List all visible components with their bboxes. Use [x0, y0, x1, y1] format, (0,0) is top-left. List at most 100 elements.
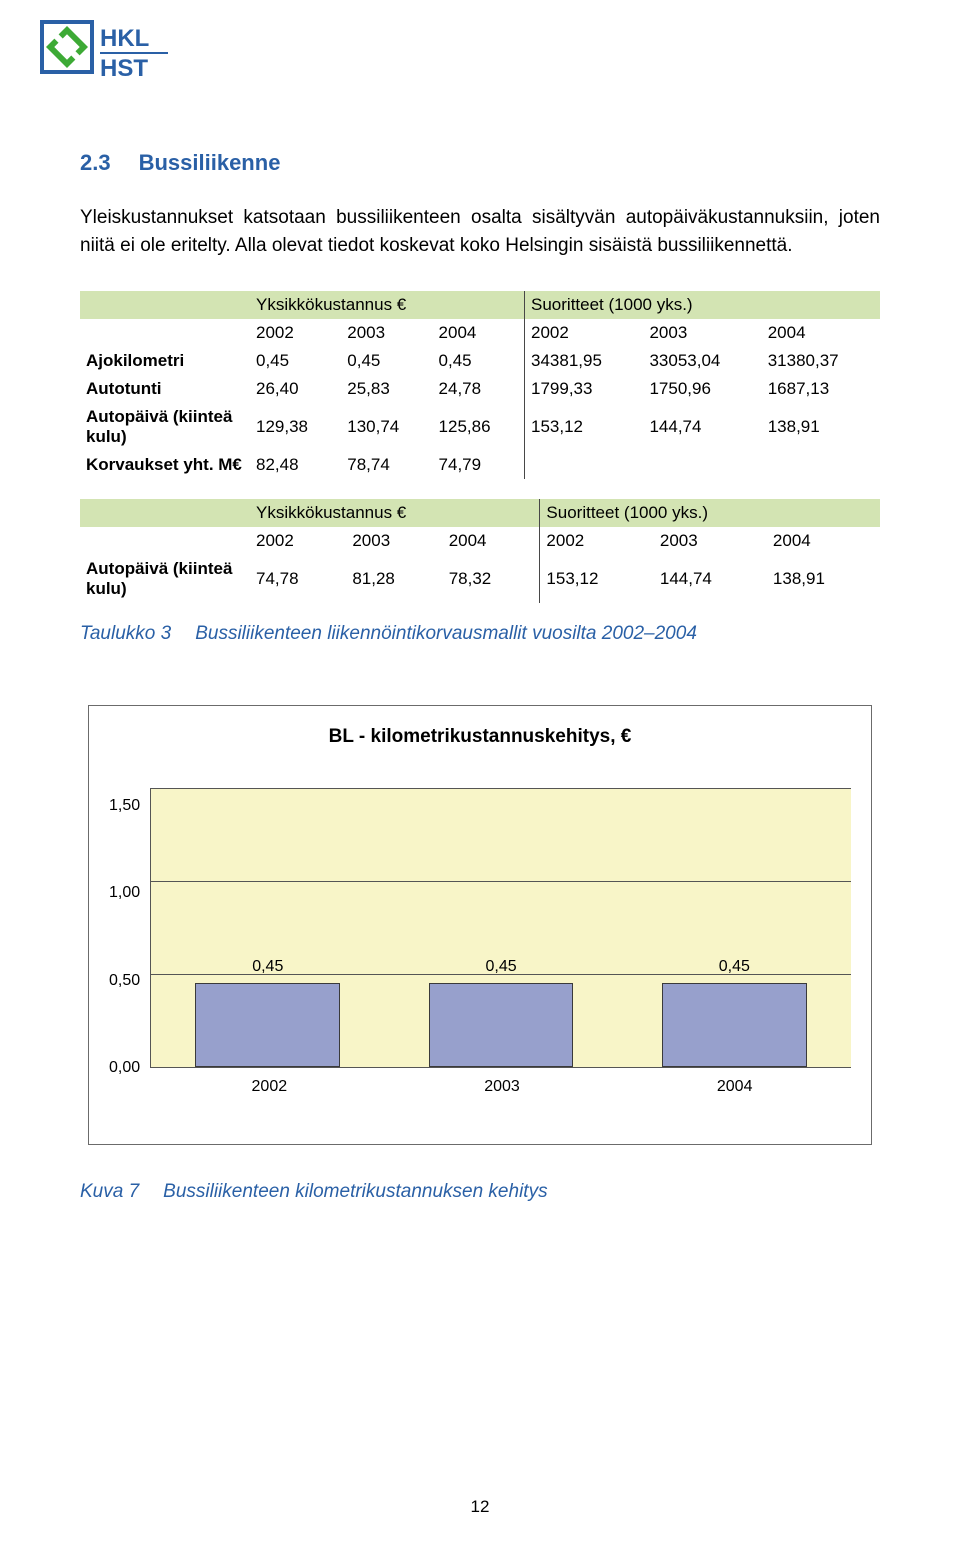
cell: 78,32 — [443, 555, 540, 603]
table-row: Korvaukset yht. M€ 82,48 78,74 74,79 — [80, 451, 880, 479]
cell — [643, 451, 761, 479]
row-label: Autopäivä (kiinteä kulu) — [80, 555, 250, 603]
cell: 0,45 — [433, 347, 525, 375]
cell: 82,48 — [250, 451, 341, 479]
cell: 31380,37 — [762, 347, 880, 375]
table-2-year: 2002 — [250, 527, 346, 555]
logo-text-top: HKL — [100, 25, 149, 52]
table-1-group-header-1: Yksikkökustannus € — [250, 291, 525, 319]
chart-caption-label: Kuva 7 — [80, 1181, 139, 1202]
table-row: Autopäivä (kiinteä kulu) 74,78 81,28 78,… — [80, 555, 880, 603]
table-caption-text: Bussiliikenteen liikennöintikorvausmalli… — [195, 623, 697, 644]
row-label: Autopäivä (kiinteä kulu) — [80, 403, 250, 451]
table-row: Autotunti 26,40 25,83 24,78 1799,33 1750… — [80, 375, 880, 403]
bar-value-label: 0,45 — [663, 958, 806, 976]
cell: 138,91 — [767, 555, 880, 603]
table-1-year: 2002 — [525, 319, 644, 347]
cell: 125,86 — [433, 403, 525, 451]
bar: 0,45 — [662, 983, 807, 1067]
table-2: Yksikkökustannus € Suoritteet (1000 yks.… — [80, 499, 880, 603]
table-2-group-header-1: Yksikkökustannus € — [250, 499, 540, 527]
table-2-blank-corner — [80, 499, 250, 527]
table-1-group-header-2: Suoritteet (1000 yks.) — [525, 291, 880, 319]
chart-plot-area: 1,50 1,00 0,50 0,00 0,45 0,45 0,45 — [109, 788, 851, 1068]
chart-y-axis: 1,50 1,00 0,50 0,00 — [109, 788, 150, 1068]
table-1: Yksikkökustannus € Suoritteet (1000 yks.… — [80, 291, 880, 479]
table-2-year: 2002 — [540, 527, 654, 555]
heading-title: Bussiliikenne — [139, 150, 281, 175]
row-label: Korvaukset yht. M€ — [80, 451, 250, 479]
chart-caption: Kuva 7 Bussiliikenteen kilometrikustannuk… — [80, 1181, 880, 1203]
chart-plot: 0,45 0,45 0,45 — [150, 788, 851, 1068]
table-1-year: 2003 — [643, 319, 761, 347]
bar: 0,45 — [195, 983, 340, 1067]
table-1-year: 2003 — [341, 319, 432, 347]
cell: 1687,13 — [762, 375, 880, 403]
table-1-year-row: 2002 2003 2004 2002 2003 2004 — [80, 319, 880, 347]
chart-caption-text: Bussiliikenteen kilometrikustannuksen ke… — [163, 1181, 547, 1202]
table-2-year-row: 2002 2003 2004 2002 2003 2004 — [80, 527, 880, 555]
cell: 130,74 — [341, 403, 432, 451]
x-tick: 2003 — [386, 1068, 619, 1096]
table-row: Autopäivä (kiinteä kulu) 129,38 130,74 1… — [80, 403, 880, 451]
cell — [762, 451, 880, 479]
table-2-year: 2003 — [654, 527, 767, 555]
bar-value-label: 0,45 — [196, 958, 339, 976]
cell: 0,45 — [341, 347, 432, 375]
y-tick: 0,50 — [109, 972, 140, 990]
page-number: 12 — [0, 1497, 960, 1517]
bar-chart: BL - kilometrikustannuskehitys, € 1,50 1… — [88, 705, 872, 1145]
cell: 81,28 — [346, 555, 442, 603]
cell: 33053,04 — [643, 347, 761, 375]
heading-number: 2.3 — [80, 150, 111, 175]
cell: 144,74 — [643, 403, 761, 451]
bar-slot: 0,45 — [151, 788, 384, 1067]
cell: 34381,95 — [525, 347, 644, 375]
cell: 138,91 — [762, 403, 880, 451]
table-caption: Taulukko 3 Bussiliikenteen liikennöintiko… — [80, 623, 880, 645]
cell: 153,12 — [525, 403, 644, 451]
page: HKL HST 2.3 Bussiliikenne Yleiskustannuks… — [0, 0, 960, 1541]
table-1-year-blank — [80, 319, 250, 347]
table-2-year: 2003 — [346, 527, 442, 555]
cell: 1799,33 — [525, 375, 644, 403]
hkl-hst-logo-icon: HKL HST — [40, 20, 170, 92]
cell — [525, 451, 644, 479]
table-1-year: 2004 — [762, 319, 880, 347]
cell: 25,83 — [341, 375, 432, 403]
table-2-group-header-2: Suoritteet (1000 yks.) — [540, 499, 880, 527]
x-tick: 2004 — [618, 1068, 851, 1096]
cell: 26,40 — [250, 375, 341, 403]
table-1-year: 2004 — [433, 319, 525, 347]
table-1-group-header-row: Yksikkökustannus € Suoritteet (1000 yks.… — [80, 291, 880, 319]
table-2-group-header-row: Yksikkökustannus € Suoritteet (1000 yks.… — [80, 499, 880, 527]
y-tick: 1,00 — [109, 884, 140, 902]
table-row: Ajokilometri 0,45 0,45 0,45 34381,95 330… — [80, 347, 880, 375]
row-label: Autotunti — [80, 375, 250, 403]
table-2-year: 2004 — [443, 527, 540, 555]
y-tick: 0,00 — [109, 1059, 140, 1077]
table-2-year-blank — [80, 527, 250, 555]
table-1-blank-corner — [80, 291, 250, 319]
cell: 74,78 — [250, 555, 346, 603]
cell: 1750,96 — [643, 375, 761, 403]
table-2-year: 2004 — [767, 527, 880, 555]
cell: 74,79 — [433, 451, 525, 479]
cell: 144,74 — [654, 555, 767, 603]
y-tick: 1,50 — [109, 797, 140, 815]
logo: HKL HST — [40, 20, 170, 97]
cell: 0,45 — [250, 347, 341, 375]
table-caption-label: Taulukko 3 — [80, 623, 171, 644]
bar-slot: 0,45 — [618, 788, 851, 1067]
row-label: Ajokilometri — [80, 347, 250, 375]
cell: 24,78 — [433, 375, 525, 403]
bar-value-label: 0,45 — [430, 958, 573, 976]
bar: 0,45 — [429, 983, 574, 1067]
chart-x-axis: 200220032004 — [153, 1068, 851, 1096]
intro-paragraph: Yleiskustannukset katsotaan bussiliikent… — [80, 204, 880, 259]
cell: 78,74 — [341, 451, 432, 479]
x-tick: 2002 — [153, 1068, 386, 1096]
cell: 129,38 — [250, 403, 341, 451]
bar-slot: 0,45 — [384, 788, 617, 1067]
cell: 153,12 — [540, 555, 654, 603]
